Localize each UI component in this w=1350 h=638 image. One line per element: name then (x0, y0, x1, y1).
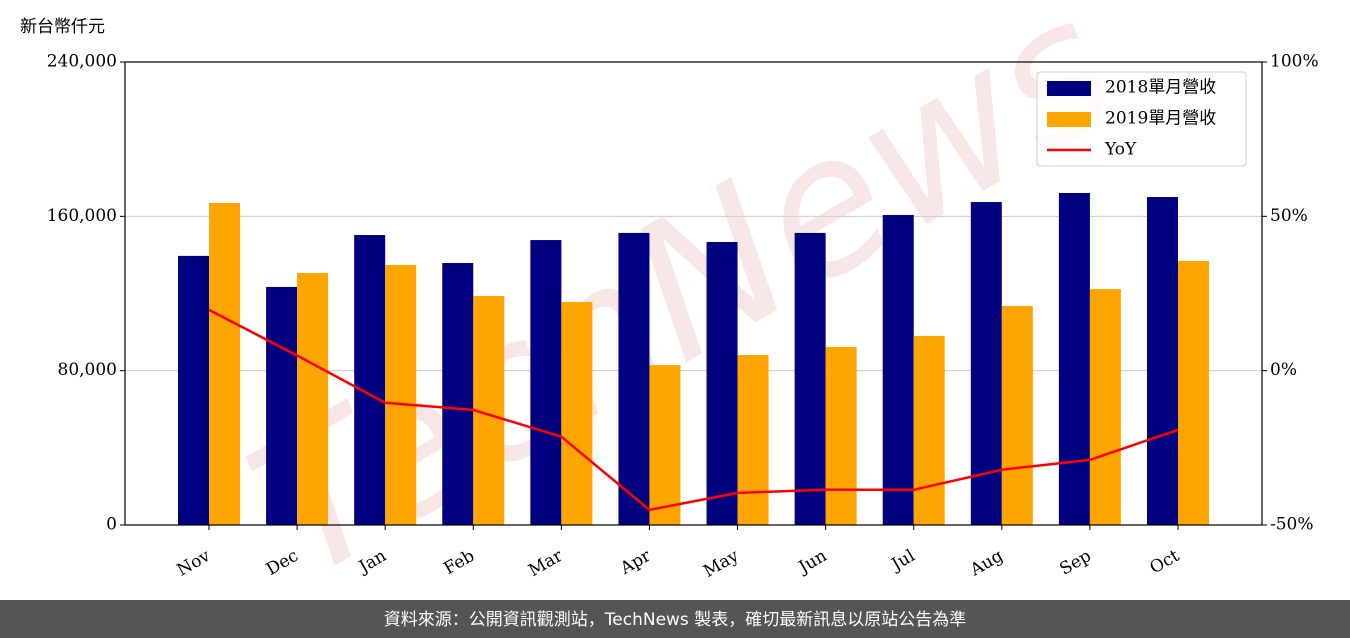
bar (618, 232, 650, 525)
legend-swatch (1047, 112, 1091, 127)
x-tick-label: Sep (1056, 546, 1094, 580)
bar (354, 235, 386, 525)
source-note: 資料來源：公開資訊觀測站，TechNews 製表，確切最新訊息以原站公告為準 (384, 610, 966, 630)
bar (706, 241, 738, 525)
bar (737, 355, 769, 525)
y2-tick-label: 50% (1270, 206, 1308, 226)
bar (442, 263, 474, 525)
bar (385, 264, 417, 525)
legend-label: 2018單月營收 (1105, 78, 1216, 98)
legend-label: 2019單月營收 (1105, 109, 1216, 129)
bar (178, 255, 209, 525)
x-tick-label: Jul (887, 546, 919, 576)
x-tick-label: Oct (1147, 546, 1183, 579)
bar (1147, 197, 1178, 525)
bar (209, 203, 240, 525)
bar (882, 214, 914, 525)
x-tick-label: May (700, 546, 743, 582)
bar (1178, 260, 1209, 525)
line (208, 308, 1179, 512)
bar (1001, 306, 1033, 525)
bar (825, 346, 857, 525)
y2-tick-label: -50% (1270, 515, 1314, 535)
bar (1089, 289, 1121, 525)
footer-bar (0, 600, 1350, 638)
bar (530, 240, 562, 526)
y2-tick-label: 0% (1270, 360, 1297, 380)
x-tick-label: Apr (616, 545, 655, 579)
legend-label: YoY (1104, 140, 1137, 160)
x-tick-label: Mar (525, 545, 567, 581)
bar (266, 286, 298, 525)
bar (1058, 192, 1090, 525)
x-tick-label: Nov (174, 546, 214, 581)
bar (297, 273, 329, 525)
y2-tick-label: 100% (1270, 52, 1319, 72)
y-tick-label: 0 (106, 515, 117, 535)
x-tick-label: Jun (794, 546, 831, 579)
bar (794, 232, 826, 525)
bar (913, 335, 945, 525)
x-tick-label: Aug (966, 546, 1007, 581)
unit-label: 新台幣仟元 (20, 17, 105, 37)
y-tick-label: 80,000 (58, 360, 117, 380)
y-tick-label: 160,000 (47, 206, 117, 226)
y-tick-label: 240,000 (47, 52, 117, 72)
bar (649, 365, 681, 525)
legend-swatch (1047, 81, 1091, 96)
plot-frame (124, 61, 1263, 526)
bar (561, 301, 593, 525)
